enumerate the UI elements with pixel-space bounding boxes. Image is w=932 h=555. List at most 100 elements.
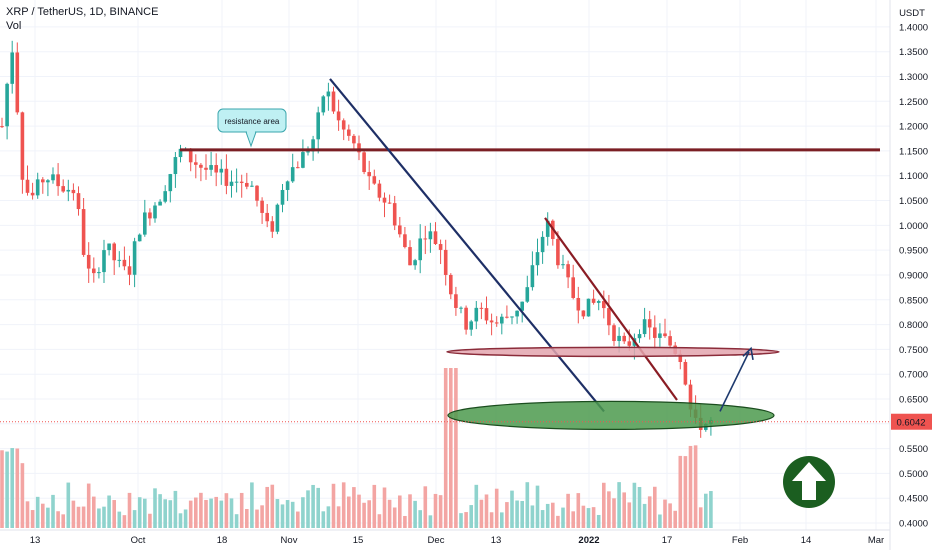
volume-bar [530,505,535,528]
volume-bar [336,506,341,528]
volume-bar [352,487,356,528]
price-tick-label: 0.5000 [899,469,928,480]
volume-bar [66,482,71,528]
volume-bar [321,511,326,528]
time-tick-label: 18 [217,535,228,546]
candle-body [408,247,412,266]
volume-bar [224,493,229,528]
volume-bar [97,508,101,528]
price-tick-label: 0.7000 [899,370,928,381]
drawing-layer: resistance area [0,78,890,508]
volume-bar [229,498,234,528]
volume-bar [449,368,453,528]
volume-layer [0,368,713,528]
candle-body [352,135,356,144]
candle-body [326,91,331,97]
candle-body [443,249,448,275]
volume-bar [637,486,642,528]
volume-bar [46,507,50,528]
volume-bar [117,511,122,528]
time-tick-label: Feb [732,535,748,546]
volume-bar [612,498,616,528]
candle-body [5,83,9,127]
time-tick-label: Mar [868,535,884,546]
candle-body [234,181,239,183]
volume-bar [418,510,422,528]
candle-body [459,307,463,309]
candle-body [510,316,514,318]
volume-bar [204,499,208,528]
volume-bar [316,487,320,528]
volume-bar [586,508,591,528]
candle-body [127,266,132,275]
volume-bar [617,482,621,528]
volume-bar [250,482,254,528]
volume-bar [347,496,351,528]
candle-body [61,186,65,192]
candle-body [556,238,560,266]
volume-bar [627,502,632,528]
candle-body [219,168,224,173]
price-tick-label: 1.0500 [899,196,928,207]
volume-bar [653,486,657,528]
candle-body [341,120,346,130]
candle-body [311,139,315,152]
volume-bar [484,494,489,528]
candle-body [637,334,642,339]
candle-body [653,327,657,338]
candle-body [372,176,377,184]
volume-bar [214,496,218,528]
candle-body [245,182,249,187]
volume-bar [398,495,402,528]
volume-bar [392,507,397,528]
volume-bar [137,497,142,528]
candle-body [260,200,264,213]
volume-bar [178,513,183,528]
volume-bar [566,493,570,528]
candle-body [117,259,122,261]
candle-body [433,231,438,245]
volume-bar [341,482,346,528]
candle-body [413,260,417,266]
volume-bar [290,501,295,528]
price-tick-label: 1.1500 [899,146,928,157]
volume-bar [76,506,81,528]
volume-bar [35,496,40,528]
resistance-callout-label: resistance area [225,117,280,126]
volume-bar [357,494,361,528]
candle-body [382,197,387,203]
volume-bar [56,511,60,528]
volume-bar [71,500,76,528]
time-tick-label: Oct [131,535,146,546]
volume-bar [535,485,540,528]
volume-bar [10,448,14,528]
volume-bar [219,500,224,528]
resistance-zone-ellipse [446,346,780,358]
candle-body [255,185,259,201]
volume-bar [489,512,494,528]
candle-body [316,112,320,140]
volume-bar [280,504,285,528]
candle-body [392,203,397,226]
volume-bar [561,507,565,528]
candle-body [86,254,91,269]
candle-body [449,274,453,295]
candle-body [209,165,213,170]
candle-body [500,316,504,324]
candle-body [591,298,596,303]
volume-bar [61,514,65,528]
volume-bar [158,494,162,528]
candle-body [438,244,443,250]
candle-body [178,148,183,158]
candle-body [153,205,157,219]
volume-bar [270,484,275,528]
candle-body [668,336,672,346]
candle-body [35,179,40,196]
time-tick-label: 2022 [578,535,599,546]
candle-body [357,143,361,153]
candle-body [214,165,218,173]
volume-bar [148,513,152,528]
volume-bar [647,496,652,528]
candle-body [418,238,422,261]
volume-bar [642,503,647,528]
